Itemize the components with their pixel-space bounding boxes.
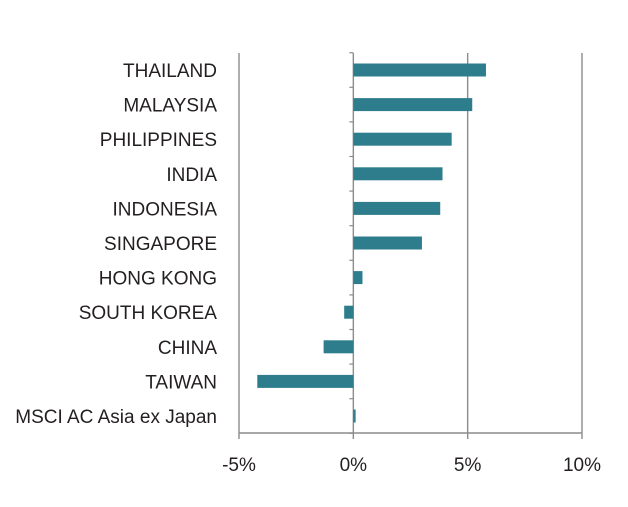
bar-thailand bbox=[353, 63, 486, 77]
category-label: SINGAPORE bbox=[104, 234, 217, 255]
x-tick-label: -5% bbox=[222, 455, 256, 476]
bar-indonesia bbox=[353, 201, 441, 215]
grid-lines bbox=[238, 52, 583, 439]
x-tick-labels: -5% 0% 5% 10% bbox=[222, 455, 601, 476]
bar-msci-ac-asia-ex-japan bbox=[353, 409, 356, 423]
category-label: INDIA bbox=[166, 165, 217, 186]
bar-india bbox=[353, 167, 443, 181]
category-label: SOUTH KOREA bbox=[79, 303, 218, 324]
category-label: CHINA bbox=[158, 338, 217, 359]
bar-taiwan bbox=[257, 374, 354, 388]
x-tick-label: 10% bbox=[563, 455, 601, 476]
category-label: THAILAND bbox=[123, 61, 217, 82]
category-label: PHILIPPINES bbox=[100, 130, 217, 151]
category-labels: THAILAND MALAYSIA PHILIPPINES INDIA INDONESI… bbox=[15, 61, 217, 428]
category-label: TAIWAN bbox=[145, 372, 217, 393]
category-label: INDONESIA bbox=[112, 199, 217, 220]
x-tick-label: 5% bbox=[454, 455, 482, 476]
bar-south-korea bbox=[344, 305, 354, 319]
category-label: MALAYSIA bbox=[123, 96, 217, 117]
bars bbox=[257, 63, 486, 423]
category-label: MSCI AC Asia ex Japan bbox=[15, 407, 217, 428]
bar-malaysia bbox=[353, 98, 473, 112]
category-label: HONG KONG bbox=[99, 269, 217, 290]
bar-philippines bbox=[353, 132, 452, 146]
bar-singapore bbox=[353, 236, 422, 250]
bar-hong-kong bbox=[353, 271, 363, 285]
bar-china bbox=[323, 340, 354, 354]
x-tick-label: 0% bbox=[340, 455, 368, 476]
